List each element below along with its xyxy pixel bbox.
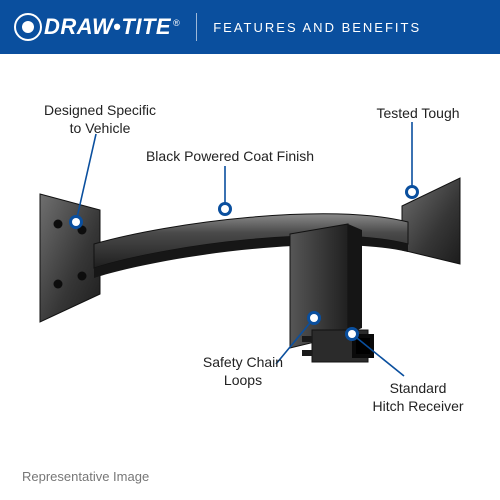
callout-receiver-marker — [345, 327, 359, 341]
callout-tested-marker — [405, 185, 419, 199]
callout-tested-label: Tested Tough — [358, 105, 478, 123]
brand-logo: DRAW•TITE® — [14, 13, 180, 41]
callout-finish-marker — [218, 202, 232, 216]
header-subtitle: FEATURES AND BENEFITS — [213, 20, 421, 35]
callout-receiver-label: StandardHitch Receiver — [358, 380, 478, 415]
callout-designed-label: Designed Specificto Vehicle — [30, 102, 170, 137]
brand-suffix: TITE — [121, 14, 171, 39]
callout-loops-marker — [307, 311, 321, 325]
registered-mark: ® — [173, 18, 180, 28]
hitch-ball-icon — [14, 13, 42, 41]
callout-loops-label: Safety ChainLoops — [188, 354, 298, 389]
brand-text: DRAW•TITE® — [44, 14, 180, 40]
header-bar: DRAW•TITE® FEATURES AND BENEFITS — [0, 0, 500, 54]
callout-finish-label: Black Powered Coat Finish — [120, 148, 340, 166]
header-divider — [196, 13, 197, 41]
callout-designed-marker — [69, 215, 83, 229]
diagram-canvas: Representative Image Designed Specificto… — [0, 54, 500, 500]
footer-note: Representative Image — [22, 469, 149, 484]
brand-prefix: DRAW — [44, 14, 113, 39]
